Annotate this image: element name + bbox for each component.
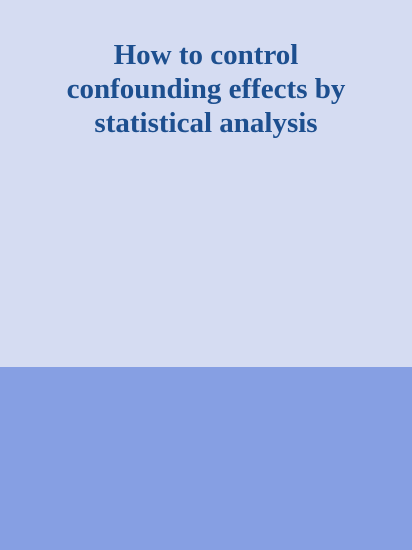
cover-top-panel: How to control confounding effects by st… [66,39,346,139]
cover-bottom-band [0,367,412,550]
cover-title: How to control confounding effects by st… [66,39,346,139]
